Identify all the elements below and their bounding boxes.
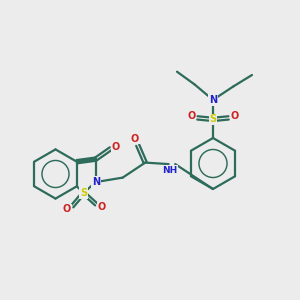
Text: N: N [92,177,100,187]
Text: NH: NH [163,166,178,175]
Text: S: S [80,188,87,198]
Text: O: O [112,142,120,152]
Text: S: S [209,114,217,124]
Text: O: O [230,111,239,122]
Text: O: O [63,204,71,214]
Text: N: N [209,95,217,105]
Text: O: O [130,134,139,144]
Text: O: O [187,111,196,122]
Text: O: O [98,202,106,212]
